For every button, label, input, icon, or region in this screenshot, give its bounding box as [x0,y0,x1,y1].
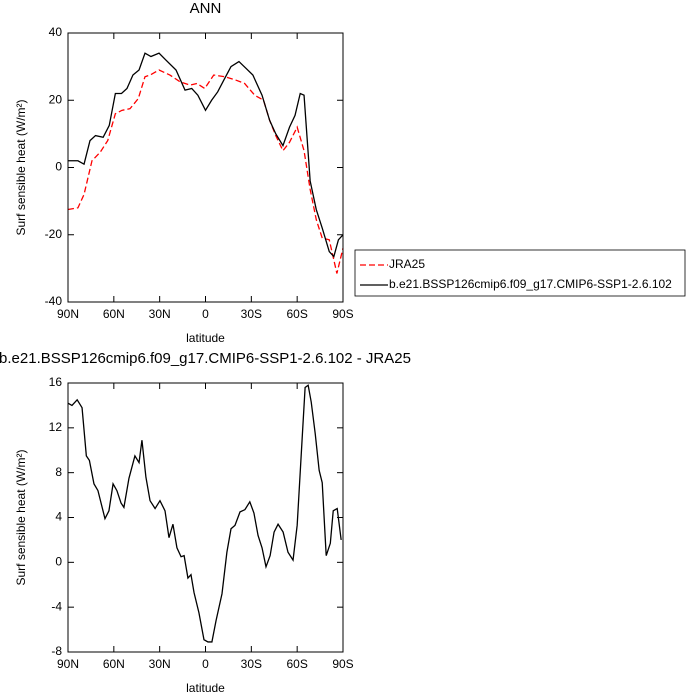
x-tick-label: 90S [332,657,353,671]
x-axis-label: latitude [186,331,225,345]
x-tick-label: 0 [202,657,209,671]
plot-frame [67,32,344,303]
data-line [67,384,342,643]
x-tick-label: 0 [202,307,209,321]
x-tick-label: 90S [332,307,353,321]
chart-title: b.e21.BSSP126cmip6.f09_g17.CMIP6-SSP1-2.… [0,350,411,367]
legend-label: b.e21.BSSP126cmip6.f09_g17.CMIP6-SSP1-2.… [389,277,672,291]
x-tick-label: 60N [103,657,125,671]
y-tick-label: 20 [49,92,63,106]
legend-box [354,249,686,297]
y-axis-label: Surf sensible heat (W/m²) [14,449,28,585]
y-tick-label: 0 [55,555,62,569]
y-tick-label: -8 [51,644,62,658]
y-axis-label: Surf sensible heat (W/m²) [14,99,28,235]
x-tick-label: 90N [57,657,79,671]
y-tick-label: 12 [49,420,63,434]
x-axis-label: latitude [186,681,225,695]
y-tick-label: -40 [45,294,63,308]
data-line [68,52,344,258]
data-line [67,69,344,274]
y-tick-label: -4 [51,599,62,613]
x-tick-label: 60N [103,307,125,321]
x-tick-label: 60S [286,307,307,321]
x-tick-label: 60S [286,657,307,671]
y-tick-label: 4 [55,510,62,524]
y-tick-label: 8 [55,465,62,479]
legend-label: JRA25 [389,257,425,271]
y-tick-label: 40 [49,25,63,39]
y-tick-label: 0 [55,160,62,174]
x-tick-label: 30N [149,657,171,671]
x-tick-label: 30N [149,307,171,321]
x-tick-label: 90N [57,307,79,321]
x-tick-label: 30S [241,307,262,321]
y-tick-label: -20 [45,227,63,241]
y-tick-label: 16 [49,375,63,389]
plot-frame [67,382,344,653]
chart-title: ANN [190,0,222,17]
x-tick-label: 30S [241,657,262,671]
